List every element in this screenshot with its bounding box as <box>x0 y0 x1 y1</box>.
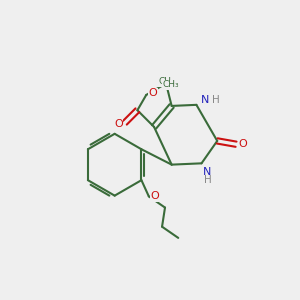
Text: O: O <box>148 88 157 98</box>
Text: O: O <box>114 119 123 129</box>
Text: N: N <box>203 167 212 177</box>
Text: H: H <box>203 176 211 185</box>
Text: O: O <box>150 191 159 201</box>
Text: CH₃: CH₃ <box>159 77 175 86</box>
Text: H: H <box>212 95 219 105</box>
Text: N: N <box>201 95 209 105</box>
Text: O: O <box>238 139 247 149</box>
Text: CH₃: CH₃ <box>162 80 179 89</box>
